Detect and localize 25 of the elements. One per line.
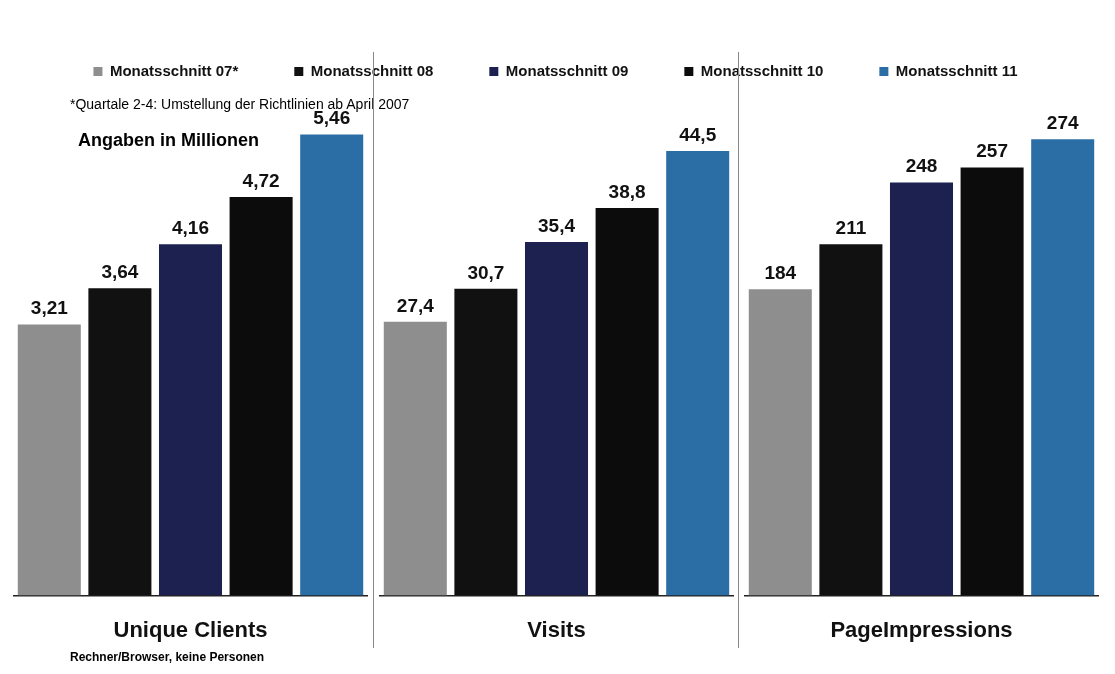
data-label: 248 [905, 155, 938, 177]
data-label: 44,5 [679, 123, 717, 145]
data-label: 4,72 [242, 169, 280, 191]
data-label: 274 [1046, 112, 1079, 134]
data-label: 38,8 [608, 180, 646, 202]
data-label: 184 [764, 261, 797, 283]
data-label: 30,7 [467, 261, 505, 283]
legend-label: Monatsschnitt 07* [109, 61, 239, 79]
x-axis-title: Visits [527, 616, 586, 642]
x-axis-title: PageImpressions [830, 616, 1013, 642]
text: Rechner/Browser, keine Personen [70, 650, 266, 664]
data-label: 257 [976, 140, 1008, 162]
legend-label: Monatsschnitt 08 [310, 61, 434, 79]
data-label: 27,4 [396, 294, 435, 316]
text: *Quartale 2-4: Umstellung der Richtlinien ab April 2007 [70, 96, 410, 112]
legend-label: Monatsschnitt 11 [895, 61, 1018, 79]
legend-label: Monatsschnitt 09 [505, 61, 629, 79]
data-label: 35,4 [538, 214, 576, 236]
legend-label: Monatsschnitt 10 [700, 61, 824, 79]
data-label: 211 [835, 216, 867, 238]
x-axis-title: Unique Clients [113, 616, 268, 642]
data-label: 4,16 [172, 217, 209, 239]
data-label: 3,64 [101, 261, 139, 282]
annotation: Angaben in Millionen [78, 130, 259, 151]
data-label: 3,21 [30, 297, 69, 319]
